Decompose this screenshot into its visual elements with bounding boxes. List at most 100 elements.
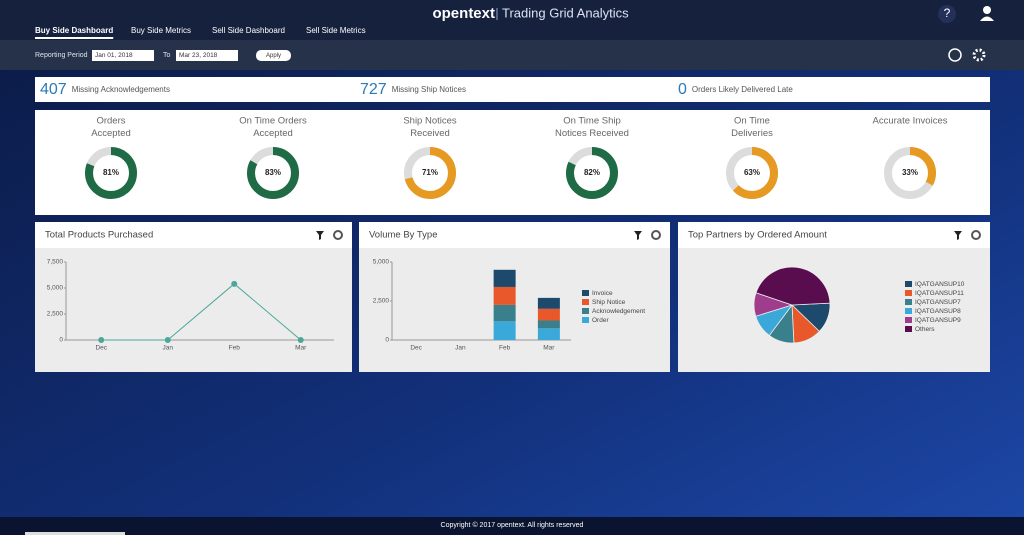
gauge-title: On Time Orders — [239, 116, 307, 127]
bar-segment — [537, 297, 560, 309]
legend-swatch — [582, 299, 589, 305]
gauge-title: Notices Received — [555, 128, 629, 139]
user-head[interactable] — [983, 6, 991, 14]
gauge-title: Deliveries — [731, 128, 773, 139]
legend-label: Ship Notice — [592, 299, 626, 306]
legend-swatch — [582, 290, 589, 296]
legend-label: IQATGANSUP9 — [915, 317, 961, 324]
legend-label: Acknowledgement — [592, 308, 645, 315]
line-series — [101, 283, 302, 341]
summary-value: 407 — [40, 81, 67, 98]
x-tick-label: Dec — [410, 345, 422, 352]
bar-segment — [537, 320, 560, 329]
summary-label: Orders Likely Delivered Late — [692, 85, 793, 94]
line-point — [164, 337, 171, 343]
filter-icon[interactable] — [316, 231, 324, 240]
summary-label: Missing Acknowledgements — [72, 85, 170, 94]
y-tick-label: 7,500 — [47, 259, 64, 266]
panel-header — [359, 222, 670, 248]
gauge-title: On Time Ship — [563, 116, 621, 127]
legend-swatch — [905, 299, 912, 305]
bar-segment — [537, 328, 560, 340]
gauge-title: Accepted — [91, 128, 131, 139]
y-tick-label: 5,000 — [47, 285, 64, 292]
date-from[interactable]: Jan 01, 2018 — [95, 52, 133, 59]
gauge-title: Orders — [96, 116, 125, 127]
footer-text: Copyright © 2017 opentext. All rights re… — [441, 521, 584, 529]
legend-swatch — [905, 281, 912, 287]
gauge-title: Accepted — [253, 128, 293, 139]
gauge-value: 33% — [902, 168, 918, 177]
date-input[interactable] — [176, 50, 238, 61]
product-name: Trading Grid Analytics — [502, 5, 629, 20]
panel-settings-icon[interactable] — [971, 230, 981, 240]
date-input[interactable] — [92, 50, 154, 61]
to-label: To — [163, 52, 171, 59]
panel-header — [35, 222, 352, 248]
bar-segment — [493, 269, 516, 287]
legend-label: Invoice — [592, 290, 613, 297]
user-icon[interactable] — [980, 6, 994, 21]
line-point — [98, 337, 105, 343]
gauge-arc — [247, 147, 299, 199]
y-tick-label: 5,000 — [373, 259, 390, 266]
bar-segment — [493, 321, 516, 340]
y-tick-label: 2,500 — [47, 311, 64, 318]
active-tab-underline — [35, 37, 114, 39]
x-tick-label: Mar — [543, 345, 555, 352]
apply-label[interactable]: Apply — [266, 53, 281, 59]
y-tick-label: 0 — [59, 337, 63, 344]
legend-label: IQATGANSUP10 — [915, 281, 965, 288]
gauge-title: Received — [410, 128, 450, 139]
nav-tab[interactable]: Sell Side Dashboard — [212, 26, 285, 35]
gauge-title: On Time — [734, 116, 770, 127]
panel-title: Volume By Type — [369, 230, 437, 241]
gauge-panel — [35, 110, 990, 215]
panel-title: Top Partners by Ordered Amount — [688, 230, 827, 241]
panel-settings-icon[interactable] — [333, 230, 343, 240]
nav-tab[interactable]: Sell Side Metrics — [306, 26, 366, 35]
help-icon[interactable]: ? — [944, 6, 951, 20]
filter-icon[interactable] — [954, 231, 962, 240]
legend-label: Others — [915, 326, 935, 333]
nav-tab[interactable]: Buy Side Metrics — [131, 26, 191, 35]
gauge-arc — [884, 147, 936, 199]
settings-icon[interactable] — [972, 48, 986, 62]
gauge-value: 81% — [103, 168, 119, 177]
x-tick-label: Mar — [295, 345, 307, 352]
gauge-arc — [726, 147, 778, 199]
x-tick-label: Dec — [95, 345, 107, 352]
y-tick-label: 2,500 — [373, 298, 390, 305]
summary-label: Missing Ship Notices — [392, 85, 466, 94]
date-to[interactable]: Mar 23, 2018 — [179, 52, 218, 59]
legend-label: IQATGANSUP11 — [915, 290, 964, 297]
gauge-arc — [404, 147, 456, 199]
x-tick-label: Jan — [455, 345, 466, 352]
legend-swatch — [582, 317, 589, 323]
bar-segment — [493, 286, 516, 305]
legend-swatch — [905, 308, 912, 314]
footer-bar — [0, 517, 1024, 535]
help-button[interactable] — [938, 5, 956, 23]
panel-title: Total Products Purchased — [45, 230, 153, 241]
line-point — [297, 337, 304, 343]
x-tick-label: Feb — [229, 345, 241, 352]
legend-label: Order — [592, 317, 609, 324]
x-tick-label: Feb — [499, 345, 511, 352]
brand: opentext — [432, 5, 495, 22]
apply-button[interactable] — [256, 50, 291, 61]
panel-settings-icon[interactable] — [651, 230, 661, 240]
user-body[interactable] — [980, 16, 994, 22]
legend-label: IQATGANSUP8 — [915, 308, 961, 315]
globe-icon[interactable] — [948, 48, 962, 62]
bar-segment — [537, 308, 560, 321]
pie-slice — [755, 266, 831, 306]
filter-icon[interactable] — [634, 231, 642, 240]
gauge-value: 82% — [584, 168, 600, 177]
line-point — [231, 280, 238, 287]
bar-segment — [493, 304, 516, 322]
gauge-value: 83% — [265, 168, 281, 177]
gauge-arc — [566, 147, 618, 199]
nav-tab[interactable]: Buy Side Dashboard — [35, 26, 113, 35]
